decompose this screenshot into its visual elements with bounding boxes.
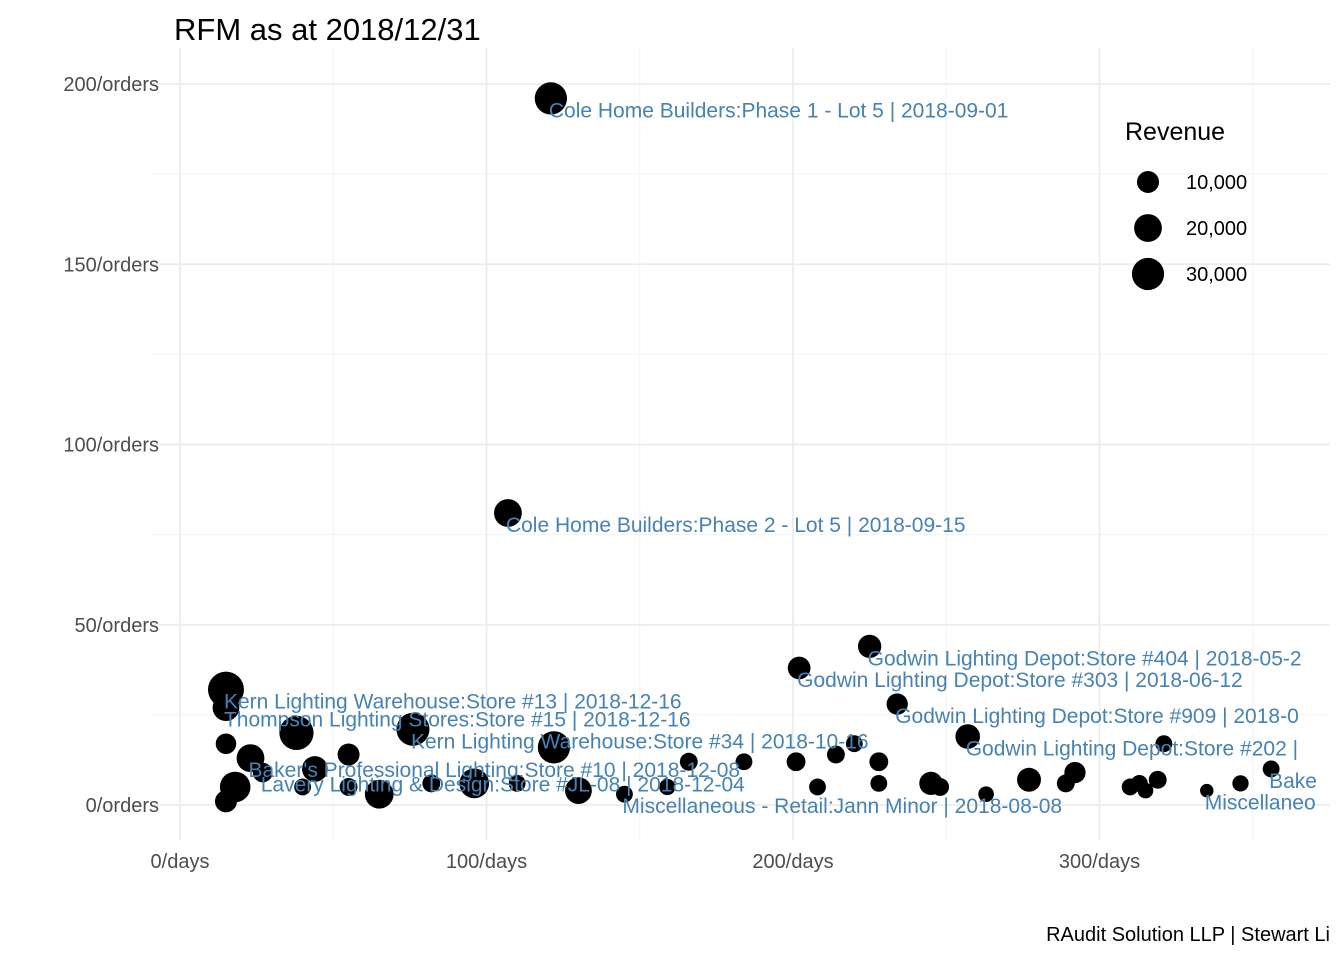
y-tick-label: 150/orders xyxy=(63,254,159,276)
data-point xyxy=(534,82,567,115)
data-point xyxy=(870,774,888,792)
point-label: Miscellaneous - Retail:Jann Minor | 2018… xyxy=(622,795,1062,818)
data-point xyxy=(1148,770,1167,789)
point-label: Lavery Lighting & Design:Store #JL-08 | … xyxy=(261,774,745,797)
data-point xyxy=(459,768,490,799)
data-point xyxy=(845,735,863,753)
data-point xyxy=(422,774,441,793)
data-point xyxy=(1232,775,1249,792)
data-point xyxy=(826,745,845,764)
data-point xyxy=(1064,761,1086,784)
data-point xyxy=(1262,760,1280,778)
data-point xyxy=(1017,767,1041,792)
data-point xyxy=(302,756,328,782)
point-label: Godwin Lighting Depot:Store #404 | 2018-… xyxy=(868,647,1302,670)
data-point xyxy=(787,656,811,680)
data-point xyxy=(294,778,312,796)
data-point xyxy=(1155,735,1173,753)
legend-entry-label: 20,000 xyxy=(1186,218,1247,240)
data-point xyxy=(215,733,237,754)
point-label: Miscellaneo xyxy=(1205,792,1316,815)
data-point xyxy=(931,778,950,796)
data-point xyxy=(679,752,698,771)
x-tick-label: 0/days xyxy=(151,851,210,873)
legend-key xyxy=(1134,214,1162,242)
point-label: Kern Lighting Warehouse:Store #13 | 2018… xyxy=(224,691,682,714)
y-tick-label: 50/orders xyxy=(75,615,160,637)
data-point xyxy=(214,790,237,813)
point-label: Baker's Professional Lighting:Store #10 … xyxy=(248,759,740,782)
y-tick-label: 100/orders xyxy=(63,435,159,457)
data-point xyxy=(537,731,571,764)
data-point xyxy=(809,778,826,796)
data-point xyxy=(508,774,526,792)
data-point xyxy=(565,777,592,804)
data-point xyxy=(857,634,882,659)
data-point xyxy=(212,694,240,722)
legend-key xyxy=(1137,171,1159,193)
axis-tick-labels: 0/days 100/days 200/days 300/days 0/orders 50… xyxy=(63,74,1140,873)
data-point xyxy=(978,786,994,803)
legend-entry-label: 10,000 xyxy=(1186,172,1247,194)
point-label: Godwin Lighting Depot:Store #202 | xyxy=(966,738,1298,761)
data-points xyxy=(207,82,1280,813)
point-label: Cole Home Builders:Phase 1 - Lot 5 | 201… xyxy=(549,99,1009,122)
data-point xyxy=(279,715,314,750)
data-point xyxy=(396,712,430,746)
data-point xyxy=(494,499,522,527)
x-tick-label: 100/days xyxy=(446,851,527,873)
data-point xyxy=(364,779,394,809)
data-point xyxy=(659,778,676,796)
point-label: Godwin Lighting Depot:Store #303 | 2018-… xyxy=(797,669,1243,692)
point-label: Godwin Lighting Depot:Store #909 | 2018-… xyxy=(895,705,1299,728)
point-label: Kern Lighting Warehouse:Store #34 | 2018… xyxy=(411,730,869,753)
chart-title: RFM as at 2018/12/31 xyxy=(174,12,481,47)
y-tick-label: 0/orders xyxy=(86,795,159,817)
data-point xyxy=(252,762,273,783)
data-point xyxy=(886,693,908,715)
gridlines xyxy=(150,48,1330,840)
x-tick-label: 200/days xyxy=(752,851,833,873)
data-point xyxy=(615,785,633,803)
data-point xyxy=(337,743,360,766)
point-labels: Cole Home Builders:Phase 1 - Lot 5 | 201… xyxy=(224,99,1317,818)
chart-caption: RAudit Solution LLP | Stewart Li xyxy=(1046,924,1330,946)
data-point xyxy=(339,778,358,796)
data-point xyxy=(786,752,806,772)
legend-entry-label: 30,000 xyxy=(1186,264,1247,286)
point-label: Bake xyxy=(1269,770,1317,793)
legend-title: Revenue xyxy=(1125,118,1225,146)
data-point xyxy=(955,724,980,749)
data-point xyxy=(735,753,753,771)
size-legend: Revenue 10,000 20,000 30,000 xyxy=(1125,118,1247,291)
point-label: Thompson Lighting Stores:Store #15 | 201… xyxy=(224,709,691,732)
x-tick-label: 300/days xyxy=(1059,851,1140,873)
legend-key xyxy=(1131,257,1165,291)
point-label: Cole Home Builders:Phase 2 - Lot 5 | 201… xyxy=(506,514,966,537)
data-point xyxy=(869,752,889,772)
data-point xyxy=(1200,783,1214,798)
data-point xyxy=(1137,782,1154,799)
y-tick-label: 200/orders xyxy=(63,74,159,96)
